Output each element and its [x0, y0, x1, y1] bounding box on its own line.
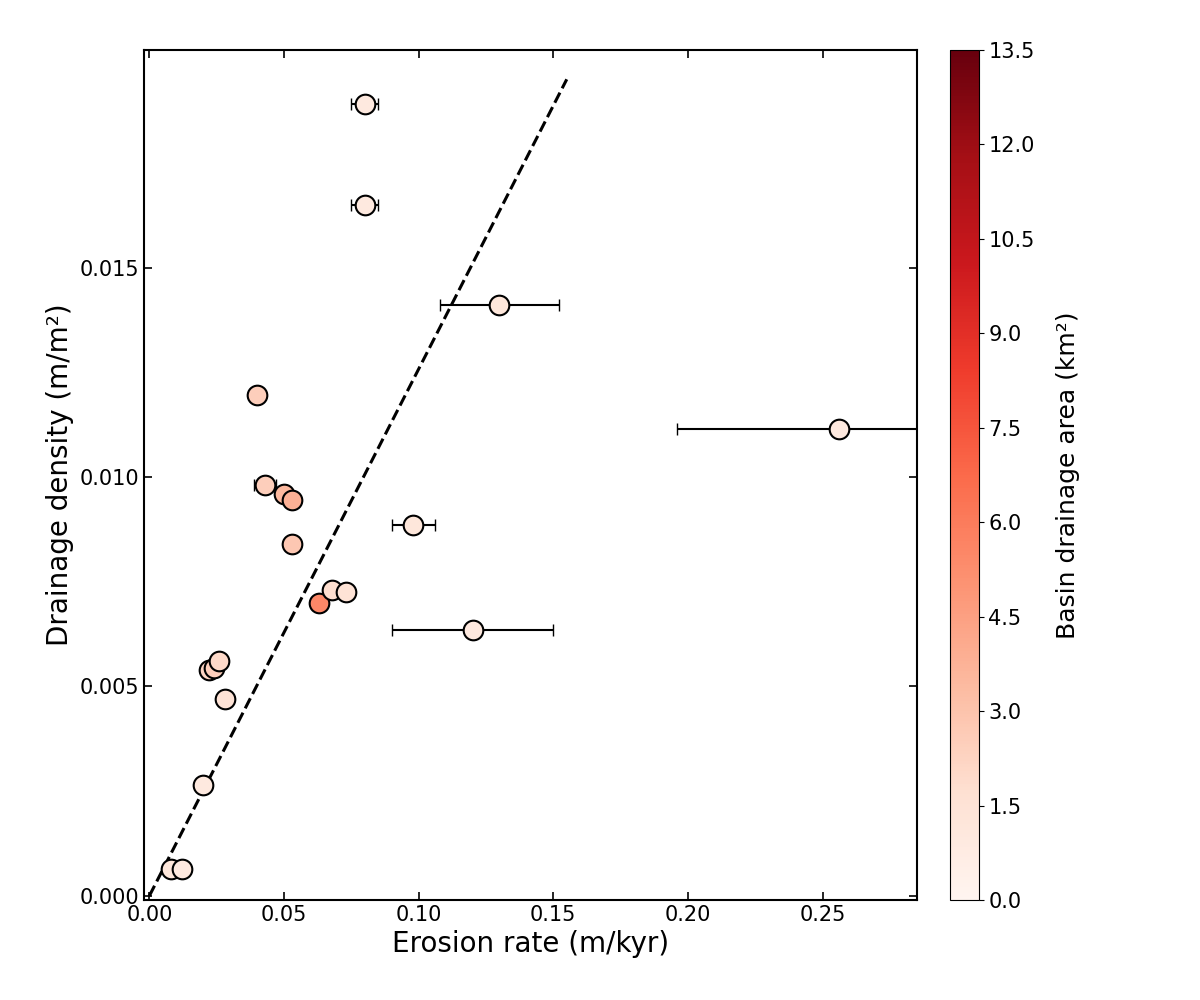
Y-axis label: Basin drainage area (km²): Basin drainage area (km²) — [1056, 311, 1080, 639]
Point — [403, 517, 422, 533]
Point — [199, 662, 218, 678]
Point — [829, 421, 848, 437]
Point — [161, 861, 180, 877]
Point — [490, 297, 509, 313]
Point — [247, 387, 266, 403]
Point — [204, 660, 223, 676]
X-axis label: Erosion rate (m/kyr): Erosion rate (m/kyr) — [392, 930, 668, 958]
Point — [275, 486, 294, 502]
Point — [215, 691, 234, 707]
Point — [210, 653, 229, 669]
Point — [282, 492, 301, 508]
Y-axis label: Drainage density (m/m²): Drainage density (m/m²) — [46, 304, 74, 646]
Point — [323, 582, 342, 598]
Point — [256, 477, 275, 493]
Point — [463, 622, 482, 638]
Point — [336, 584, 355, 600]
Point — [355, 96, 374, 112]
Point — [355, 197, 374, 213]
Point — [310, 595, 329, 611]
Point — [193, 777, 212, 793]
Point — [172, 861, 191, 877]
Point — [282, 536, 301, 552]
